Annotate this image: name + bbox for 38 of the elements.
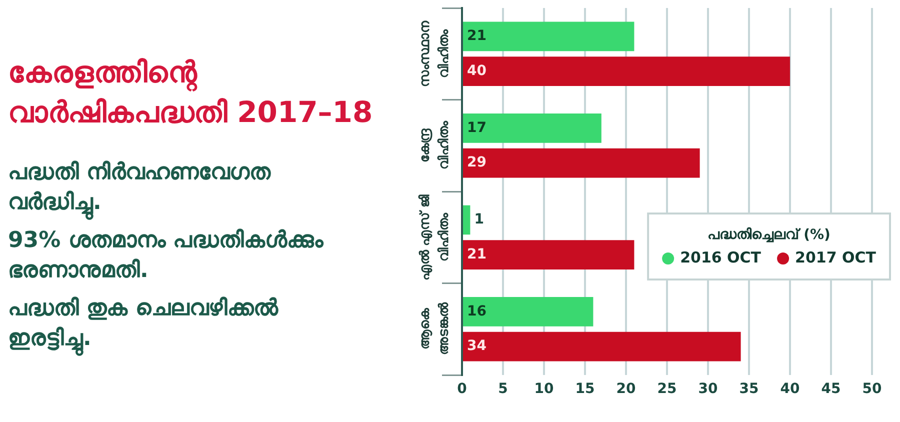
bar: [463, 240, 634, 270]
data-label: 16: [467, 303, 486, 320]
data-label: 29: [467, 154, 486, 171]
x-tick-label: 5: [498, 381, 508, 398]
data-label: 40: [467, 62, 487, 79]
legend-label: 2016 OCT: [680, 248, 762, 266]
x-tick-label: 0: [457, 381, 468, 398]
legend-title: പദ്ധതിച്ചെലവ് (%): [708, 227, 830, 244]
data-label: 17: [467, 120, 486, 136]
x-tick-label: 10: [534, 381, 554, 398]
bar: [463, 22, 634, 52]
x-tick-label: 25: [657, 381, 677, 398]
text: കേരളത്തിന്റെ വാർഷികപദ്ധതി 2017–18: [8, 54, 374, 131]
legend-label: 2017 OCT: [795, 248, 877, 266]
y-tick-label: സംസ്ഥാന വിഹിതം: [418, 20, 452, 87]
text: പദ്ധതി തുക ചെലവഴിക്കൽ ഇരട്ടിച്ചു.: [8, 295, 280, 354]
data-label: 1: [474, 212, 484, 228]
bar: [463, 297, 594, 326]
text: 93% ശതമാനം പദ്ധതികൾക്കും ഭരണാനുമതി.: [8, 227, 325, 285]
y-tick-label: ആകെ അടങ്കൽ: [418, 302, 452, 356]
x-tick-label: 35: [739, 381, 759, 398]
bar: [463, 56, 790, 86]
x-tick-label: 40: [780, 381, 800, 398]
x-tick-label: 20: [616, 381, 636, 398]
bar: [463, 332, 741, 362]
text: പദ്ധതി നിർവഹണവേഗത വർദ്ധിച്ചു.: [8, 159, 272, 218]
y-tick-label: കേന്ദ്ര വിഹിതം: [418, 120, 452, 170]
data-label: 34: [467, 338, 487, 354]
x-tick-label: 30: [698, 381, 718, 398]
data-label: 21: [467, 28, 486, 44]
bar: [463, 148, 700, 178]
data-label: 21: [467, 246, 486, 262]
x-tick-label: 45: [821, 381, 841, 398]
x-tick-label: 15: [575, 381, 595, 398]
y-tick-label: എൽ എസ് ജി വിഹിതം: [416, 194, 452, 280]
bar: [463, 205, 470, 235]
bar: [463, 114, 602, 143]
x-tick-label: 50: [862, 381, 882, 398]
